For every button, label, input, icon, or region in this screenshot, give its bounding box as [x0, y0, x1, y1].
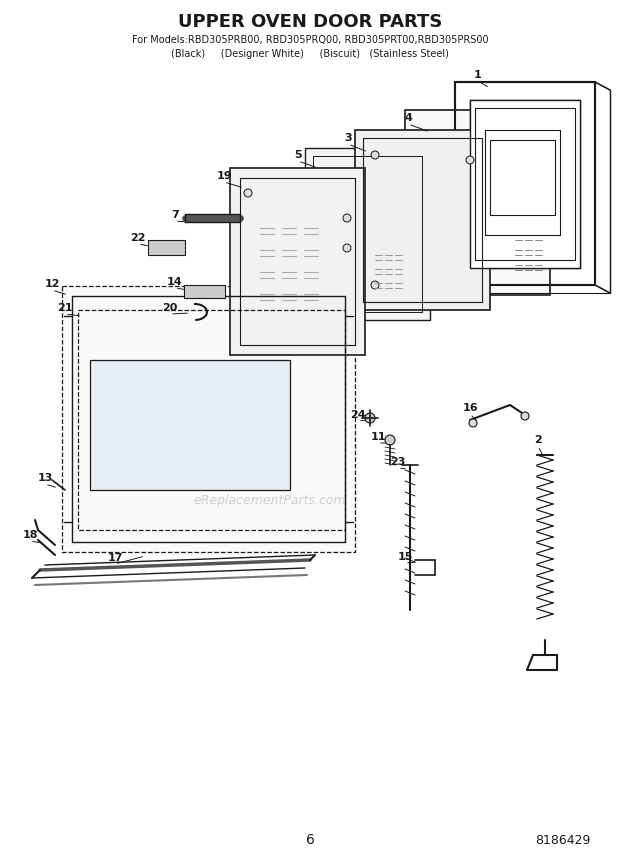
Text: 17: 17	[107, 553, 123, 563]
Text: 16: 16	[462, 403, 478, 413]
Circle shape	[371, 151, 379, 159]
Circle shape	[385, 435, 395, 445]
Polygon shape	[355, 130, 490, 310]
Polygon shape	[305, 148, 430, 320]
Text: (Black)     (Designer White)     (Biscuit)   (Stainless Steel): (Black) (Designer White) (Biscuit) (Stai…	[171, 49, 449, 59]
Text: 20: 20	[162, 303, 178, 313]
Circle shape	[365, 413, 375, 423]
Circle shape	[469, 419, 477, 427]
Text: 7: 7	[171, 210, 179, 220]
Text: For Models:RBD305PRB00, RBD305PRQ00, RBD305PRT00,RBD305PRS00: For Models:RBD305PRB00, RBD305PRQ00, RBD…	[131, 35, 489, 45]
Circle shape	[371, 281, 379, 289]
Text: 12: 12	[44, 279, 60, 289]
Text: 2: 2	[534, 435, 542, 445]
Text: 21: 21	[57, 303, 73, 313]
Polygon shape	[405, 110, 550, 295]
Circle shape	[244, 189, 252, 197]
Text: 18: 18	[22, 530, 38, 540]
Polygon shape	[90, 360, 290, 490]
Text: 8186429: 8186429	[534, 834, 590, 847]
Text: 13: 13	[37, 473, 53, 483]
Text: 19: 19	[216, 171, 232, 181]
Polygon shape	[184, 285, 225, 298]
Text: 3: 3	[344, 133, 352, 143]
Circle shape	[343, 244, 351, 252]
Polygon shape	[455, 82, 595, 285]
Polygon shape	[230, 168, 365, 355]
Text: 4: 4	[404, 113, 412, 123]
Text: 14: 14	[167, 277, 183, 287]
Polygon shape	[62, 286, 355, 552]
Polygon shape	[470, 100, 580, 268]
Text: 1: 1	[474, 70, 482, 80]
Circle shape	[466, 156, 474, 164]
Circle shape	[343, 214, 351, 222]
Text: UPPER OVEN DOOR PARTS: UPPER OVEN DOOR PARTS	[178, 13, 442, 31]
Text: 24: 24	[350, 410, 366, 420]
Text: 6: 6	[306, 833, 314, 847]
Text: 23: 23	[391, 457, 405, 467]
Circle shape	[521, 412, 529, 420]
Polygon shape	[148, 240, 185, 255]
Text: eReplacementParts.com: eReplacementParts.com	[193, 494, 347, 507]
Text: 5: 5	[294, 150, 302, 160]
Text: 15: 15	[397, 552, 413, 562]
Text: 22: 22	[130, 233, 146, 243]
Text: 11: 11	[370, 432, 386, 442]
Polygon shape	[475, 108, 575, 260]
